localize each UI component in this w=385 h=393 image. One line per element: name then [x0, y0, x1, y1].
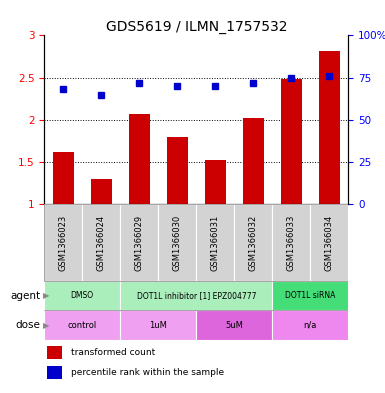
Bar: [196, 204, 234, 281]
Bar: [44, 204, 82, 281]
Bar: [120, 204, 158, 281]
Text: GSM1366034: GSM1366034: [325, 215, 334, 271]
Bar: [44, 310, 120, 340]
Bar: [196, 310, 273, 340]
Bar: [158, 204, 196, 281]
Bar: [120, 310, 196, 340]
Text: transformed count: transformed count: [71, 348, 155, 357]
Text: GSM1366032: GSM1366032: [249, 215, 258, 271]
Bar: [44, 281, 120, 310]
Bar: [53, 152, 74, 204]
Text: dose: dose: [15, 320, 40, 330]
Bar: [234, 204, 273, 281]
Bar: [273, 204, 310, 281]
Text: GSM1366024: GSM1366024: [97, 215, 106, 271]
Text: GSM1366023: GSM1366023: [59, 215, 68, 271]
Text: DMSO: DMSO: [71, 291, 94, 300]
Bar: [319, 51, 340, 204]
Text: GSM1366031: GSM1366031: [211, 215, 220, 271]
Text: GSM1366029: GSM1366029: [135, 215, 144, 271]
Bar: [167, 137, 188, 204]
Bar: [273, 310, 348, 340]
Bar: [82, 204, 120, 281]
Text: percentile rank within the sample: percentile rank within the sample: [71, 368, 224, 377]
Bar: [243, 118, 264, 204]
Bar: [129, 114, 150, 204]
Text: 1uM: 1uM: [149, 321, 167, 330]
Text: ▶: ▶: [43, 321, 50, 330]
Bar: [120, 281, 273, 310]
Bar: [273, 281, 348, 310]
Bar: [91, 179, 112, 204]
Text: 5uM: 5uM: [226, 321, 243, 330]
Text: GSM1366030: GSM1366030: [173, 215, 182, 271]
Text: control: control: [68, 321, 97, 330]
Text: DOT1L siRNA: DOT1L siRNA: [285, 291, 336, 300]
Text: agent: agent: [10, 291, 40, 301]
Text: DOT1L inhibitor [1] EPZ004777: DOT1L inhibitor [1] EPZ004777: [137, 291, 256, 300]
Text: ▶: ▶: [43, 291, 50, 300]
Bar: [205, 160, 226, 204]
Bar: [281, 79, 302, 204]
Bar: [310, 204, 348, 281]
Text: n/a: n/a: [304, 321, 317, 330]
Text: GSM1366033: GSM1366033: [287, 215, 296, 271]
Bar: [47, 346, 62, 359]
Title: GDS5619 / ILMN_1757532: GDS5619 / ILMN_1757532: [105, 20, 287, 34]
Bar: [47, 366, 62, 379]
